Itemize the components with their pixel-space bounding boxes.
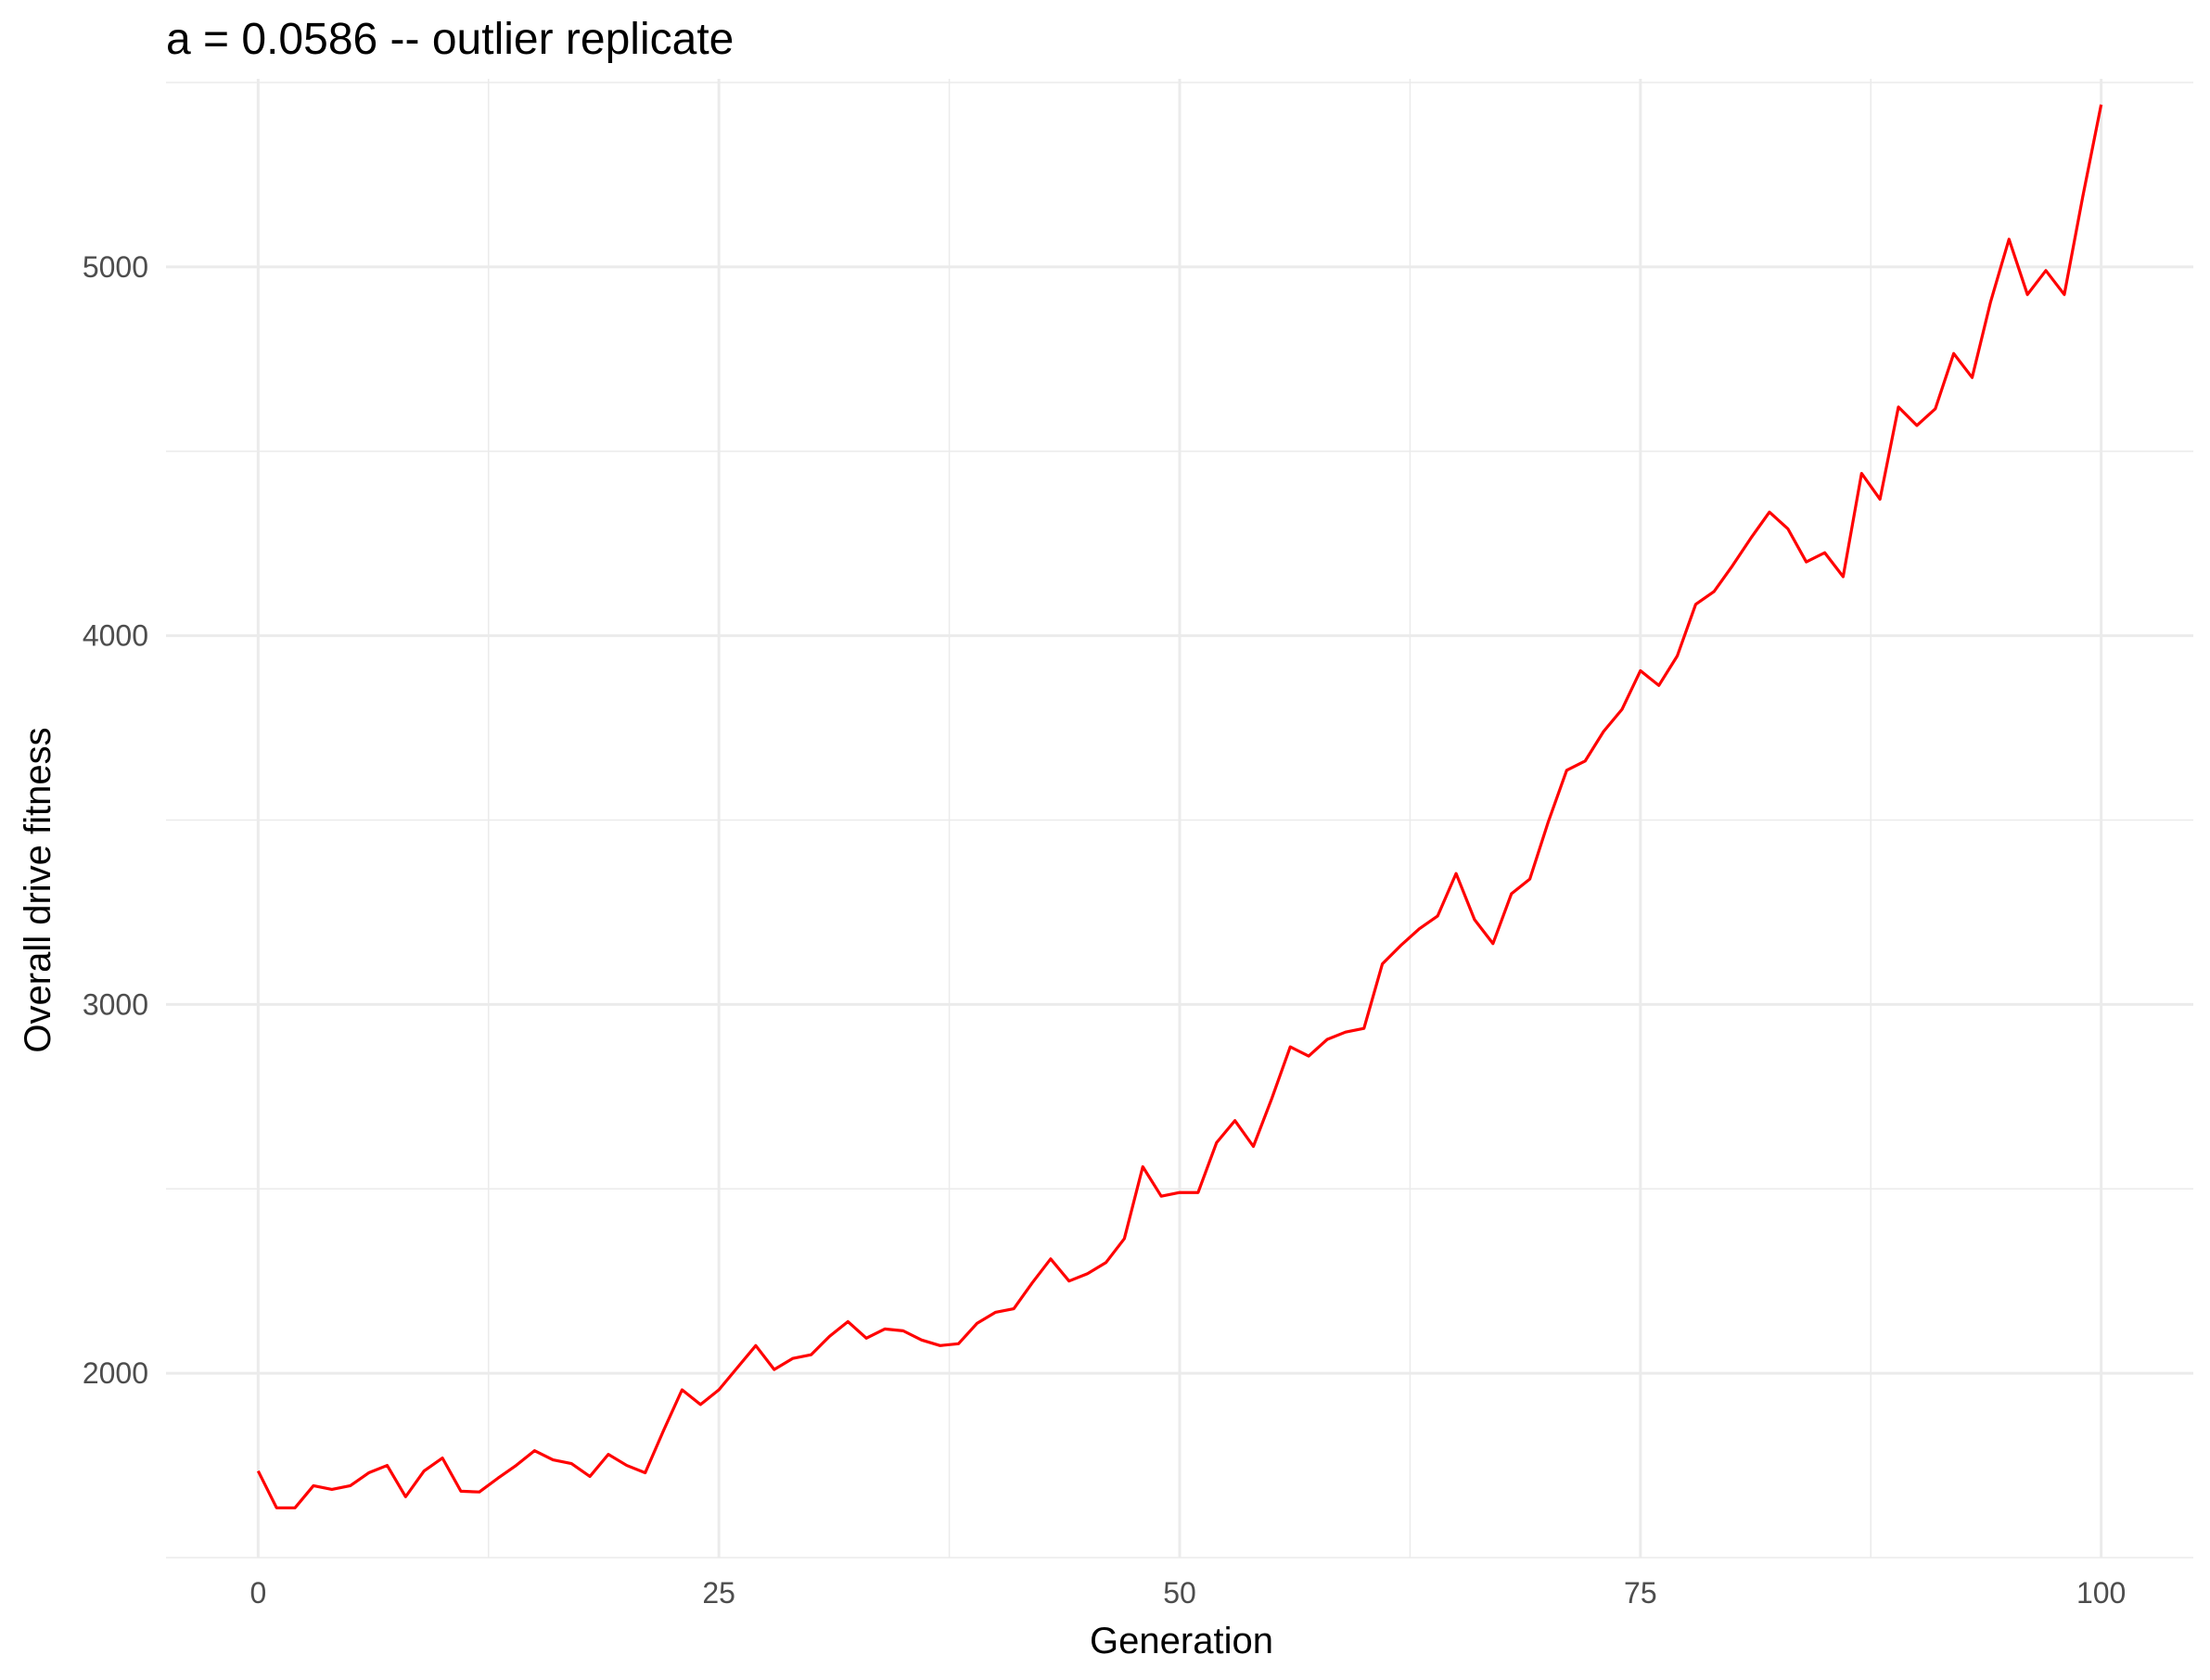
major-gridlines — [166, 79, 2193, 1558]
x-tick-label: 50 — [1163, 1576, 1196, 1610]
y-axis-label: Overall drive fitness — [18, 727, 58, 1052]
series-line — [256, 104, 2103, 1509]
y-tick-label: 3000 — [83, 987, 148, 1021]
x-tick-label: 75 — [1624, 1576, 1657, 1610]
x-tick-label: 0 — [249, 1576, 266, 1610]
chart-title: a = 0.0586 -- outlier replicate — [166, 15, 734, 64]
series-layer — [256, 104, 2103, 1509]
x-tick-label: 25 — [702, 1576, 735, 1610]
tick-labels: 0 25 50 75 100 2000 3000 4000 5000 — [83, 250, 2127, 1610]
y-tick-label: 4000 — [83, 619, 148, 653]
x-tick-label: 100 — [2076, 1576, 2126, 1610]
x-axis-label: Generation — [1090, 1621, 1273, 1661]
y-tick-label: 5000 — [83, 250, 148, 284]
y-tick-label: 2000 — [83, 1356, 148, 1390]
